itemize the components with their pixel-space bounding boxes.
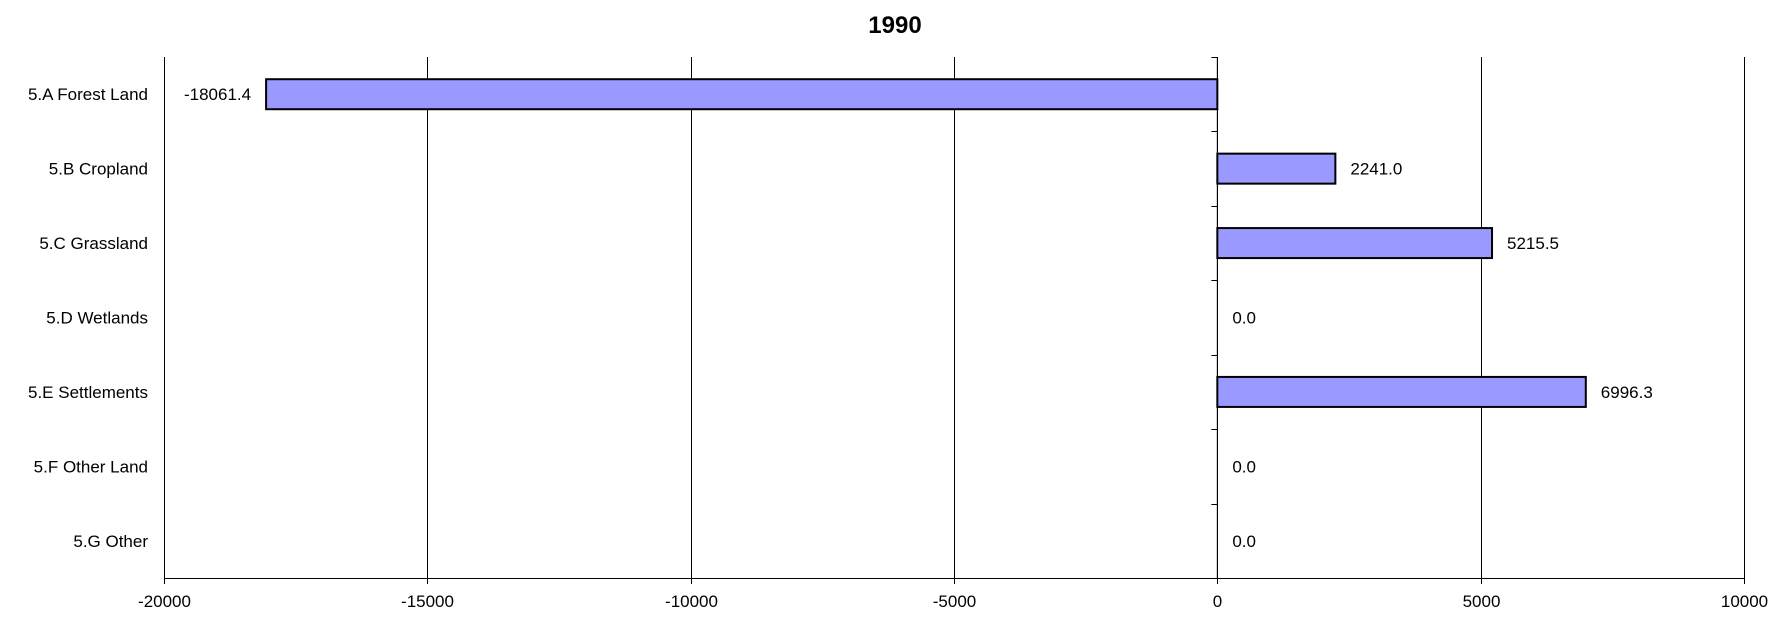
data-label: 0.0	[1232, 309, 1256, 328]
category-label: 5.D Wetlands	[46, 309, 148, 328]
category-label: 5.C Grassland	[39, 234, 148, 253]
x-tick-label: 5000	[1463, 592, 1501, 611]
bar	[265, 78, 1219, 111]
category-label: 5.A Forest Land	[28, 85, 148, 104]
x-tick-label: 0	[1213, 592, 1222, 611]
category-label: 5.G Other	[73, 532, 148, 551]
category-label: 5.E Settlements	[28, 383, 148, 402]
bar	[1216, 375, 1587, 408]
x-tick-label: -20000	[138, 592, 191, 611]
gridlines	[164, 57, 1745, 578]
data-label: 2241.0	[1350, 160, 1402, 179]
x-tick-label: -15000	[401, 592, 454, 611]
chart-title: 1990	[868, 12, 921, 39]
data-label: 5215.5	[1507, 234, 1559, 253]
data-label: 0.0	[1232, 457, 1256, 476]
data-label: 6996.3	[1601, 383, 1653, 402]
x-tick-label: -5000	[933, 592, 976, 611]
x-tick-label: 10000	[1721, 592, 1768, 611]
bars	[265, 78, 1587, 408]
category-label: 5.F Other Land	[34, 457, 148, 476]
labels: -20000 -15000 -10000 -5000 0 5000 10000 5.A For…	[28, 85, 1768, 611]
x-tick-label: -10000	[665, 592, 718, 611]
category-label: 5.B Cropland	[49, 160, 148, 179]
bar	[1216, 152, 1337, 185]
data-label: -18061.4	[184, 85, 251, 104]
axes	[164, 57, 1745, 584]
bar	[1216, 227, 1494, 260]
data-label: 0.0	[1232, 532, 1256, 551]
